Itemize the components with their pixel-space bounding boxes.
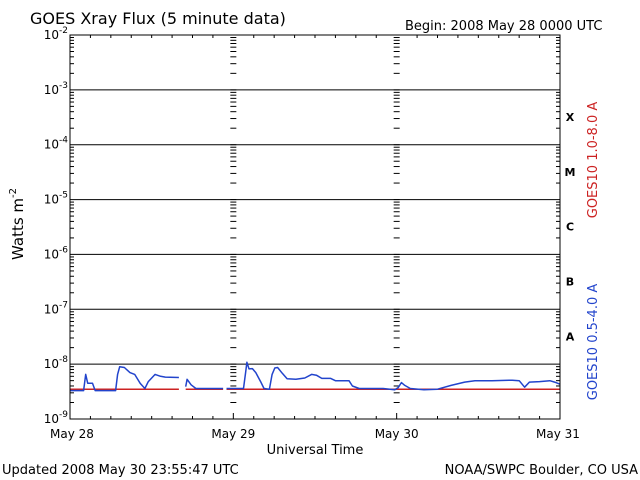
y-tick-label: 10-4 bbox=[44, 136, 69, 152]
chart-title: GOES Xray Flux (5 minute data) bbox=[30, 9, 286, 28]
y-axis-label: Watts m-2 bbox=[8, 188, 27, 260]
legend-label-short: GOES10 0.5-4.0 A bbox=[586, 284, 601, 401]
x-tick-label: May 28 bbox=[50, 427, 94, 441]
y-tick-label: 10-9 bbox=[44, 410, 69, 426]
flare-class-label: M bbox=[565, 166, 576, 179]
legend-label-text: GOES10 1.0-8.0 A bbox=[586, 102, 601, 219]
x-tick-label: May 29 bbox=[211, 427, 255, 441]
series-line-short bbox=[226, 361, 561, 391]
series-line-short bbox=[184, 378, 224, 390]
y-tick-label: 10-2 bbox=[44, 26, 68, 42]
y-tick-label: 10-6 bbox=[44, 245, 69, 261]
x-axis-label: Universal Time bbox=[267, 443, 364, 458]
x-tick-label: May 30 bbox=[375, 427, 419, 441]
y-axis-label-text: Watts m bbox=[9, 198, 27, 260]
x-tick-label: May 31 bbox=[536, 427, 580, 441]
y-tick-label: 10-8 bbox=[44, 355, 69, 371]
series-group bbox=[70, 361, 561, 392]
y-tick-label: 10-5 bbox=[44, 191, 68, 207]
flare-class-label: C bbox=[566, 221, 574, 234]
y-tick-label: 10-3 bbox=[44, 81, 68, 97]
y-tick-label: 10-7 bbox=[44, 300, 68, 316]
flare-class-label: A bbox=[566, 330, 575, 343]
legend-label-long: GOES10 1.0-8.0 A bbox=[586, 102, 601, 219]
svg-text:Watts m-2: Watts m-2 bbox=[8, 188, 27, 260]
footer-updated: Updated 2008 May 30 23:55:47 UTC bbox=[2, 463, 239, 478]
flare-class-label: B bbox=[566, 276, 574, 289]
footer-credit: NOAA/SWPC Boulder, CO USA bbox=[445, 463, 638, 478]
legend-label-text: GOES10 0.5-4.0 A bbox=[586, 284, 601, 401]
series-line-short bbox=[70, 365, 179, 392]
flare-class-label: X bbox=[566, 111, 575, 124]
begin-label: Begin: 2008 May 28 0000 UTC bbox=[405, 19, 602, 34]
y-axis-label-sup: -2 bbox=[8, 188, 19, 198]
plot-frame bbox=[69, 34, 561, 420]
